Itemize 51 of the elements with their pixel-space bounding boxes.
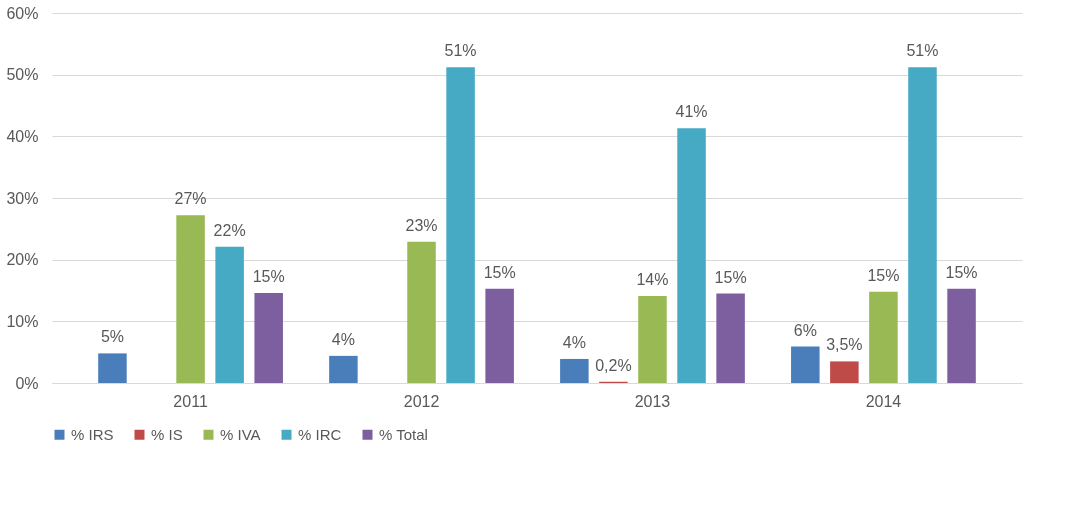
- legend-label: % IRC: [298, 425, 342, 443]
- bar: [446, 67, 475, 383]
- x-tick-label: 2014: [865, 392, 902, 410]
- bar: [329, 355, 358, 383]
- data-label: 3,5%: [826, 336, 863, 354]
- data-label: 14%: [636, 271, 669, 289]
- data-label: 0,2%: [595, 356, 632, 374]
- bar: [407, 241, 436, 383]
- bar: [485, 288, 514, 383]
- bar: [716, 293, 745, 383]
- data-label: 15%: [252, 267, 285, 285]
- y-tick-label: 30%: [6, 189, 39, 207]
- data-label: 4%: [331, 330, 355, 348]
- legend-label: % Total: [379, 425, 428, 443]
- data-label: 6%: [793, 321, 817, 339]
- bar: [908, 67, 937, 383]
- y-tick-label: 20%: [6, 251, 39, 269]
- bar: [869, 291, 898, 383]
- bar: [254, 292, 283, 383]
- y-tick-label: 50%: [6, 66, 39, 84]
- data-label: 15%: [867, 266, 900, 284]
- bar: [215, 246, 244, 383]
- bar: [830, 361, 859, 383]
- bar: [176, 215, 205, 383]
- data-label: 15%: [483, 263, 516, 281]
- x-tick-label: 2013: [634, 392, 671, 410]
- data-label: 51%: [906, 42, 939, 60]
- y-tick-label: 0%: [15, 374, 39, 392]
- data-label: 51%: [444, 42, 477, 60]
- data-label: 5%: [100, 328, 125, 346]
- y-tick-label: 10%: [6, 312, 39, 330]
- data-label: 4%: [562, 333, 586, 351]
- y-tick-label: 40%: [6, 127, 39, 145]
- data-label: 15%: [714, 268, 747, 286]
- legend-label: % IS: [151, 425, 183, 443]
- data-label: 41%: [675, 103, 708, 121]
- data-label: 27%: [174, 190, 207, 208]
- bar: [638, 296, 667, 383]
- bar: [677, 128, 706, 383]
- x-tick-label: 2012: [403, 392, 440, 410]
- bar: [791, 346, 820, 383]
- legend-label: % IVA: [220, 425, 261, 443]
- data-label: 22%: [213, 221, 246, 239]
- bar: [560, 358, 589, 383]
- x-tick-label: 2011: [173, 392, 208, 410]
- bar: [947, 288, 976, 383]
- y-tick-label: 60%: [6, 4, 39, 22]
- bar: [98, 353, 127, 383]
- data-label: 23%: [405, 216, 438, 234]
- legend-label: % IRS: [71, 425, 114, 443]
- data-label: 15%: [945, 263, 978, 281]
